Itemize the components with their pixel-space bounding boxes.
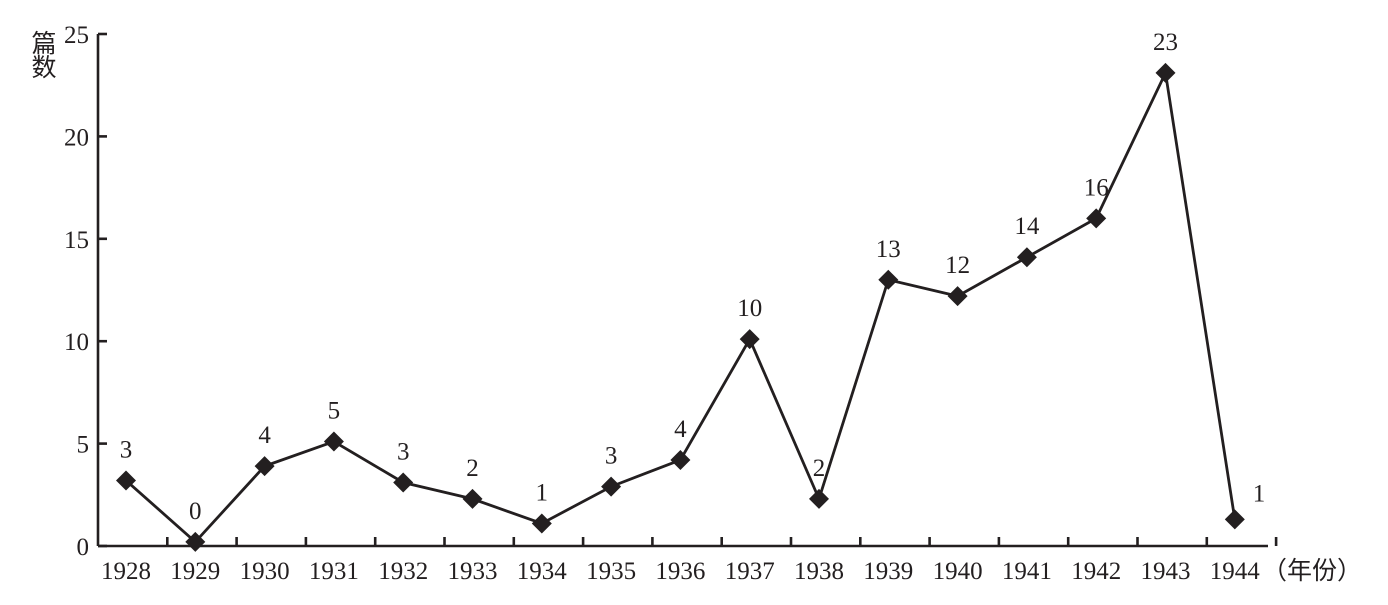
y-tick-label: 20 [64, 124, 89, 151]
x-tick-label: 1934 [517, 558, 568, 585]
x-tick-label: 1935 [586, 558, 636, 585]
x-tick-label: 1932 [378, 558, 428, 585]
data-label-1941: 14 [1014, 213, 1040, 240]
x-tick-label: 1939 [863, 558, 913, 585]
y-tick-label: 10 [64, 329, 89, 356]
data-point-1936 [670, 449, 691, 470]
data-label-1934: 1 [536, 479, 549, 506]
y-axis-title-char-2: 数 [31, 54, 56, 82]
series-line-group [125, 68, 1237, 544]
data-point-1938 [809, 488, 829, 509]
x-tick-label: 1941 [1002, 558, 1052, 585]
data-label-1940: 12 [945, 252, 970, 279]
y-axis: 0 5 10 15 20 25 [64, 22, 107, 561]
x-tick-label: 1938 [794, 558, 844, 585]
x-axis-title: （年份） [1262, 557, 1362, 585]
y-tick-label: 5 [77, 432, 90, 459]
data-point-1932 [393, 472, 414, 493]
data-label-1944: 1 [1253, 480, 1266, 507]
data-label-1939: 13 [876, 236, 901, 263]
x-tick-label: 1944 [1210, 558, 1261, 585]
y-tick-label: 25 [64, 22, 89, 49]
data-point-1928 [116, 470, 136, 491]
data-markers [116, 62, 1245, 552]
y-tick-label: 15 [64, 227, 89, 254]
x-tick-label: 1928 [101, 558, 151, 585]
data-point-1930 [254, 456, 275, 477]
x-tick-label: 1942 [1071, 558, 1121, 585]
data-point-1944 [1224, 509, 1245, 530]
data-label-1942: 16 [1084, 174, 1109, 201]
data-point-1941 [1016, 247, 1037, 268]
x-tick-label: 1933 [448, 558, 498, 585]
data-label-1928: 3 [120, 436, 133, 463]
data-label-1931: 5 [328, 398, 341, 425]
data-point-1934 [531, 513, 552, 534]
data-point-1935 [601, 476, 622, 497]
x-tick-label: 1936 [655, 558, 705, 585]
x-tick-label: 1943 [1141, 558, 1191, 585]
x-tick-label: 1931 [309, 558, 359, 585]
y-tick-label: 0 [77, 534, 90, 561]
x-axis: 1928 1929 1930 1931 1932 1933 1934 1935 1936 1937… [98, 537, 1278, 585]
data-label-1930: 4 [258, 422, 271, 449]
data-point-1943 [1155, 62, 1176, 83]
data-point-1929 [185, 531, 206, 552]
data-label-1932: 3 [397, 439, 410, 466]
series-line [125, 68, 1237, 544]
data-label-1936: 4 [674, 416, 687, 443]
x-tick-label: 1940 [933, 558, 983, 585]
data-label-1937: 10 [737, 295, 762, 322]
data-label-1943: 23 [1153, 29, 1178, 56]
x-tick-label: 1929 [170, 558, 220, 585]
data-point-1939 [878, 269, 899, 290]
data-point-1933 [462, 488, 483, 509]
data-point-1937 [739, 329, 760, 350]
x-tick-label: 1937 [725, 558, 775, 585]
data-label-1933: 2 [466, 455, 479, 482]
data-label-1935: 3 [605, 443, 618, 470]
data-label-1938: 2 [813, 455, 826, 482]
data-label-1929: 0 [189, 498, 202, 525]
data-point-1931 [323, 431, 344, 452]
y-axis-title-char-1: 篇 [31, 30, 56, 58]
data-point-1940 [947, 286, 968, 307]
data-point-1942 [1086, 208, 1107, 229]
x-tick-label: 1930 [240, 558, 290, 585]
